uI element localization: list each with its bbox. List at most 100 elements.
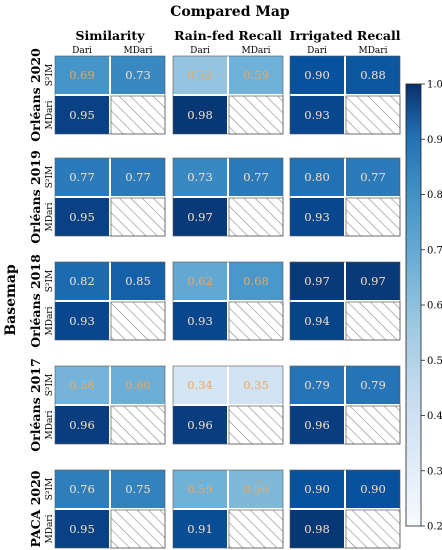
y-axis-label: Basemap xyxy=(3,264,19,336)
cell-value-label: 0.75 xyxy=(125,482,151,496)
cell-value-label: 0.52 xyxy=(187,68,213,82)
colorbar-tick-label: 0.7 xyxy=(427,245,442,256)
heatmap-cell xyxy=(173,96,227,134)
cell-value-label: 0.73 xyxy=(125,68,151,82)
cell-value-label: 0.96 xyxy=(187,418,213,432)
heatmap-cell xyxy=(111,470,165,508)
row-label: S²IM xyxy=(45,166,55,189)
panel-frame xyxy=(289,261,401,341)
cell-value-label: 0.91 xyxy=(187,522,213,536)
colorbar-tick-label: 1.0 xyxy=(427,80,442,91)
cell-value-label: 0.98 xyxy=(304,522,330,536)
hatched-empty-cell xyxy=(228,301,284,341)
column-header: MDari xyxy=(124,46,153,56)
column-header: Dari xyxy=(72,46,92,56)
heatmap-cell xyxy=(55,470,109,508)
basemap-label: Orléans 2019 xyxy=(28,150,43,244)
colorbar-tick-label: 0.5 xyxy=(427,356,442,367)
column-header: MDari xyxy=(359,46,388,56)
row-label: S²IM xyxy=(45,270,55,293)
basemap-label: PACA 2020 xyxy=(28,470,43,547)
cell-value-label: 0.56 xyxy=(243,482,269,496)
basemap-label: Orléans 2017 xyxy=(28,358,43,452)
hatched-empty-cell xyxy=(110,301,166,341)
cell-value-label: 0.94 xyxy=(304,314,330,328)
cell-value-label: 0.88 xyxy=(360,68,386,82)
hatched-empty-cell xyxy=(228,509,284,549)
row-label: S²IM xyxy=(45,374,55,397)
cell-value-label: 0.95 xyxy=(69,210,95,224)
cell-value-label: 0.59 xyxy=(187,482,213,496)
row-label: MDari xyxy=(45,100,55,129)
cell-value-label: 0.95 xyxy=(69,522,95,536)
heatmap-cell xyxy=(173,262,227,300)
panel-frame xyxy=(289,157,401,237)
cell-value-label: 0.59 xyxy=(243,68,269,82)
cell-value-label: 0.58 xyxy=(69,378,95,392)
cell-value-label: 0.77 xyxy=(360,170,386,184)
panel-frame xyxy=(172,157,284,237)
panel-frame xyxy=(172,55,284,135)
cell-value-label: 0.79 xyxy=(360,378,386,392)
heatmap-cell xyxy=(290,56,344,94)
row-label: MDari xyxy=(45,202,55,231)
heatmap-cell xyxy=(290,302,344,340)
cell-value-label: 0.97 xyxy=(187,210,213,224)
heatmap-cell xyxy=(290,366,344,404)
hatched-empty-cell xyxy=(345,197,401,237)
cell-value-label: 0.76 xyxy=(69,482,95,496)
cell-value-label: 0.69 xyxy=(69,68,95,82)
hatched-empty-cell xyxy=(110,405,166,445)
heatmap-cell xyxy=(55,366,109,404)
chart-title: Compared Map xyxy=(170,4,290,20)
heatmap-cell xyxy=(173,510,227,548)
cell-value-label: 0.97 xyxy=(304,274,330,288)
cell-value-label: 0.90 xyxy=(304,68,330,82)
cell-value-label: 0.95 xyxy=(69,108,95,122)
heatmap-cell xyxy=(111,158,165,196)
metric-header: Irrigated Recall xyxy=(290,28,401,43)
panel-frame xyxy=(172,469,284,549)
cell-value-label: 0.35 xyxy=(243,378,269,392)
hatched-empty-cell xyxy=(345,301,401,341)
row-label: S²IM xyxy=(45,478,55,501)
cell-value-label: 0.93 xyxy=(69,314,95,328)
heatmap-cell xyxy=(173,366,227,404)
colorbar-tick-label: 0.3 xyxy=(427,466,442,477)
hatched-empty-cell xyxy=(228,197,284,237)
heatmap-cell xyxy=(173,470,227,508)
cell-value-label: 0.62 xyxy=(187,274,213,288)
basemap-label: Orléans 2020 xyxy=(28,48,43,142)
hatched-empty-cell xyxy=(228,95,284,135)
cell-value-label: 0.77 xyxy=(125,170,151,184)
panel-frame xyxy=(54,261,166,341)
cell-value-label: 0.80 xyxy=(304,170,330,184)
colorbar: 0.2 0.3 0.4 0.5 0.6 0.7 0.8 0.9 1.0 xyxy=(405,80,442,533)
heatmap-cell xyxy=(290,470,344,508)
panel-frame xyxy=(54,365,166,445)
column-header: MDari xyxy=(242,46,271,56)
colorbar-tick-label: 0.2 xyxy=(427,522,442,533)
cell-value-label: 0.82 xyxy=(69,274,95,288)
colorbar-tick-label: 0.4 xyxy=(427,411,442,422)
hatched-empty-cell xyxy=(228,405,284,445)
heatmap-cell xyxy=(290,158,344,196)
cell-value-label: 0.77 xyxy=(69,170,95,184)
heatmap-cell xyxy=(229,158,283,196)
cell-value-label: 0.73 xyxy=(187,170,213,184)
heatmap-cell xyxy=(229,262,283,300)
cell-value-label: 0.60 xyxy=(125,378,151,392)
basemap-label: Orléans 2018 xyxy=(28,254,43,348)
heatmap-cell xyxy=(173,302,227,340)
heatmap-cell xyxy=(55,158,109,196)
cell-value-label: 0.97 xyxy=(360,274,386,288)
row-label: MDari xyxy=(45,410,55,439)
panel-frame xyxy=(289,469,401,549)
colorbar-tick-label: 0.8 xyxy=(427,190,442,201)
column-header: Dari xyxy=(307,46,327,56)
column-header: Dari xyxy=(190,46,210,56)
colorbar-tick-label: 0.6 xyxy=(427,301,442,312)
cell-value-label: 0.93 xyxy=(304,108,330,122)
heatmap-grid: Similarity Dari MDari Rain-fed Recall Dari MD… xyxy=(28,28,401,549)
